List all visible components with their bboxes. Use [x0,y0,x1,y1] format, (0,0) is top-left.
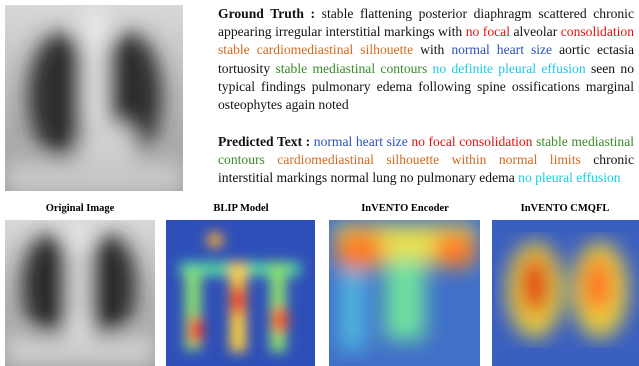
page: Ground Truth : stable flattening posteri… [0,0,639,366]
caption: InVENTO Encoder [329,203,481,214]
xray-image [5,5,183,195]
text-segment: no focal consolidation [411,134,532,149]
text-segment: no definite [433,61,493,76]
cmqfl-heatmap [492,220,639,366]
ground-truth: Ground Truth : stable flattening posteri… [218,5,634,114]
caption: InVENTO CMQFL [489,203,639,214]
predicted-text: Predicted Text : normal heart size no fo… [218,133,634,188]
text-segment: stable mediastinal contours [275,61,427,76]
text-segment: stable cardiomediastinal silhouette [218,42,413,57]
encoder-heatmap [329,220,480,366]
text-segment: normal heart size [451,42,552,57]
ground-truth-text: stable flattening posterior diaphragm sc… [218,6,634,112]
text-segment: pleural effusion [498,61,585,76]
original-image [5,220,155,366]
text-segment: no focal [466,24,510,39]
predicted-label: Predicted Text : [218,134,310,149]
text-segment: alveolar [513,24,557,39]
text-segment: cardiomediastinal silhouette within norm… [277,152,581,167]
caption: Original Image [4,203,156,214]
text-segment: consolidation [561,24,634,39]
text-segment: normal heart size [314,134,408,149]
text-segment: no pleural effusion [518,170,620,185]
blip-heatmap [166,220,315,366]
text-segment: with [420,42,444,57]
ground-truth-label: Ground Truth : [218,6,315,21]
caption: BLIP Model [165,203,317,214]
